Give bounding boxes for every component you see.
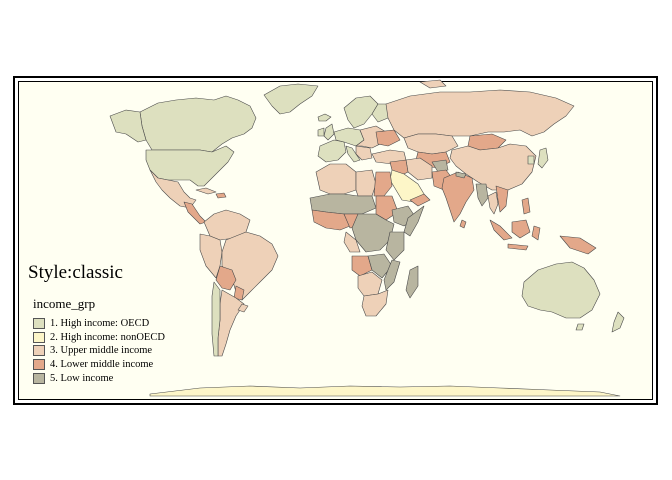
balkans [355,145,373,161]
kazakhstan [403,133,459,155]
japan [537,147,549,169]
mexico [149,169,197,209]
libya [355,169,377,197]
map-title: Style:classic [28,262,123,283]
central-africa [351,213,395,253]
central-america [183,201,207,225]
myanmar [475,183,489,207]
nepal [455,171,467,179]
madagascar [405,265,419,299]
legend-swatch [33,372,45,384]
russia-islands [419,79,447,89]
argentina [217,289,245,357]
legend-label: 3. Upper middle income [50,345,153,357]
hispaniola [215,192,227,199]
angola [351,255,373,277]
legend-title: income_grp [33,296,96,311]
new-guinea [559,235,597,255]
legend-item: 2. High income: nonOECD [33,331,165,345]
somalia [403,205,425,237]
greenland [263,83,319,115]
india [441,171,475,223]
france-iberia [317,139,347,163]
south-africa [361,289,389,317]
legend-item: 5. Low income [33,371,165,385]
afghanistan [431,159,449,173]
cuba [195,187,217,195]
china [449,143,537,191]
tasmania [575,323,585,331]
legend-swatch [33,318,45,330]
legend: 1. High income: OECD 2. High income: non… [33,317,165,385]
legend-item: 1. High income: OECD [33,317,165,331]
italy [345,145,361,163]
legend-item: 4. Lower middle income [33,358,165,372]
chile [211,281,221,357]
vietnam-laos [495,185,509,213]
borneo [511,219,531,239]
north-africa-west [315,163,357,195]
sumatra [489,219,513,241]
legend-swatch [33,345,45,357]
ukraine [375,129,401,147]
sri-lanka [459,219,467,229]
russia [385,89,575,139]
legend-item: 3. Upper middle income [33,344,165,358]
ireland [317,127,325,137]
uruguay [237,303,249,313]
namibia-botswana [357,271,383,297]
uk [323,123,335,141]
bolivia [215,265,237,291]
legend-label: 5. Low income [50,372,114,384]
egypt [373,171,393,197]
kenya-tanzania [385,231,405,261]
gabon-congo [343,231,361,253]
legend-label: 2. High income: nonOECD [50,331,165,343]
thailand [487,191,499,215]
australia [521,261,601,319]
legend-swatch [33,331,45,343]
antarctica [149,385,621,397]
java [507,243,529,251]
alaska [109,109,147,143]
west-africa [311,209,351,231]
iceland [317,113,332,122]
korea [527,155,535,165]
legend-label: 1. High income: OECD [50,318,150,330]
sulawesi [531,225,541,241]
canada [139,95,257,153]
mozambique [383,259,401,291]
new-zealand [611,311,625,333]
paraguay [233,285,245,301]
legend-swatch [33,359,45,371]
philippines [521,197,531,215]
legend-label: 4. Lower middle income [50,359,154,371]
yemen-oman [409,193,431,207]
